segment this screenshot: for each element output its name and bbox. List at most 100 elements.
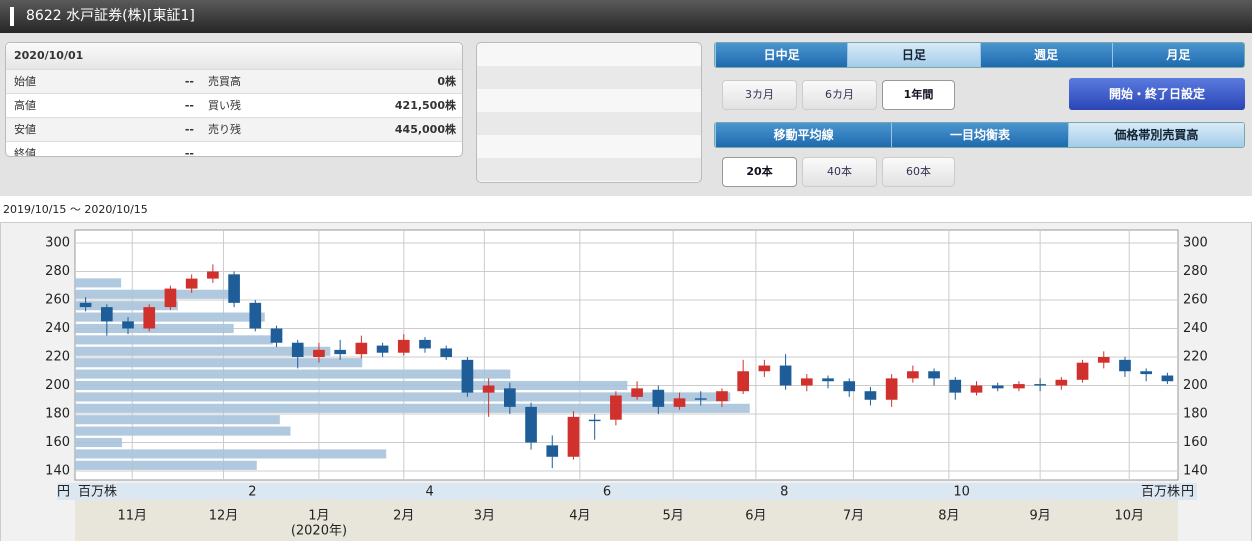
quote-date: 2020/10/01: [6, 43, 462, 69]
candle-body: [334, 349, 346, 355]
y-tick-label: 240: [45, 321, 70, 336]
quote-value: 445,000株: [394, 123, 456, 136]
count-button[interactable]: 20本: [722, 157, 797, 187]
x-tick-label: 11月: [117, 509, 147, 524]
count-button[interactable]: 60本: [882, 157, 955, 187]
x-tick-label: 10月: [1114, 509, 1144, 524]
candle-body: [546, 445, 559, 457]
volume-bar: [75, 358, 363, 368]
tab[interactable]: 週足: [979, 43, 1112, 67]
candle-body: [419, 339, 431, 349]
y2-tick-label: 220: [1183, 349, 1208, 364]
tab[interactable]: 価格帯別売買高: [1067, 123, 1244, 147]
candle-body: [291, 342, 304, 357]
candle-body: [355, 342, 368, 355]
candle-body: [313, 349, 325, 357]
x-tick-label: 4月: [569, 509, 590, 524]
count-button[interactable]: 40本: [802, 157, 877, 187]
volume-tick-label: 2: [248, 485, 256, 500]
year-label: (2020年): [291, 524, 347, 539]
quote-value: --: [184, 99, 194, 112]
candle-body: [1013, 384, 1025, 389]
volume-tick-label: 10: [953, 485, 970, 500]
quote-row: 高値 -- 買い残 421,500株: [6, 93, 462, 117]
candle-body: [143, 307, 156, 329]
x-tick-label: 9月: [1029, 509, 1050, 524]
quote-value: 421,500株: [394, 99, 456, 112]
x-tick-label: 6月: [745, 509, 766, 524]
y2-tick-label: 240: [1183, 321, 1208, 336]
candle-body: [249, 302, 262, 329]
tab[interactable]: 一目均衡表: [891, 123, 1068, 147]
y2-tick-label: 280: [1183, 264, 1208, 279]
x-unit: 百万株: [78, 485, 117, 500]
quote-label: 終値: [14, 147, 36, 157]
candle-body: [991, 385, 1004, 389]
candle-body: [864, 391, 877, 400]
tab[interactable]: 日足: [847, 43, 980, 67]
candle-body: [567, 416, 580, 457]
interval-tabs: 日中足 日足 週足 月足: [714, 42, 1245, 68]
volume-bar: [75, 392, 731, 402]
candle-body: [461, 359, 474, 393]
quote-value: 0株: [437, 75, 456, 88]
candle-body: [1161, 375, 1174, 382]
indicator-tabs: 移動平均線 一目均衡表 価格帯別売買高: [714, 122, 1245, 148]
candle-body: [228, 274, 240, 303]
y-tick-label: 200: [45, 378, 70, 393]
candle-body: [885, 378, 898, 400]
candle-body: [1097, 356, 1110, 363]
candle-body: [79, 302, 92, 308]
x-tick-label: 7月: [843, 509, 864, 524]
volume-tick-label: 8: [780, 485, 788, 500]
x-tick-label: 12月: [209, 509, 239, 524]
y-tick-label: 160: [45, 435, 70, 450]
volume-bar: [75, 426, 291, 436]
candle-body: [970, 385, 983, 393]
y2-tick-label: 140: [1183, 464, 1208, 479]
period-button[interactable]: 1年間: [882, 80, 955, 110]
candle-body: [482, 385, 495, 393]
y2-tick-label: 180: [1183, 407, 1208, 422]
volume-bar: [75, 369, 511, 379]
candle-body: [207, 271, 219, 279]
candle-body: [949, 379, 962, 393]
candle-body: [907, 371, 919, 379]
chart: 2019/10/15 〜 2020/10/15 140 140 160 160 180 1…: [0, 203, 1252, 541]
quote-label: 買い残: [208, 99, 241, 112]
candle-body: [100, 307, 113, 322]
candle-body: [673, 398, 686, 407]
volume-tick-label: 4: [426, 485, 434, 500]
tab[interactable]: 月足: [1111, 43, 1244, 67]
candle-body: [822, 378, 834, 382]
quote-label: 売買高: [208, 75, 241, 88]
candle-body: [631, 388, 643, 397]
period-button[interactable]: 3カ月: [722, 80, 797, 110]
tab[interactable]: 日中足: [715, 43, 848, 67]
candle-body: [928, 371, 940, 379]
candle-body: [610, 395, 622, 420]
date-setting-button[interactable]: 開始・終了日設定: [1069, 78, 1245, 110]
y2-tick-label: 160: [1183, 435, 1208, 450]
volume-bar: [75, 278, 122, 288]
candle-body: [185, 278, 198, 289]
period-button[interactable]: 6カ月: [802, 80, 877, 110]
candle-body: [779, 365, 792, 386]
y-unit: 円: [57, 485, 70, 500]
y2-tick-label: 300: [1183, 235, 1208, 250]
x-tick-label: 3月: [474, 509, 495, 524]
quote-row: 安値 -- 売り残 445,000株: [6, 117, 462, 141]
volume-bar: [75, 415, 280, 425]
tab[interactable]: 移動平均線: [715, 123, 892, 147]
volume-bar: [75, 289, 229, 299]
candle-body: [737, 371, 749, 392]
volume-bar: [75, 403, 750, 413]
candle-body: [164, 288, 177, 308]
y2-tick-label: 260: [1183, 292, 1208, 307]
quote-row: 終値 --: [6, 141, 462, 157]
candle-body: [397, 339, 410, 353]
stock-title: 8622 水戸証券(株)[東証1]: [26, 8, 195, 24]
quote-value: --: [184, 147, 194, 157]
quote-value: --: [184, 75, 194, 88]
